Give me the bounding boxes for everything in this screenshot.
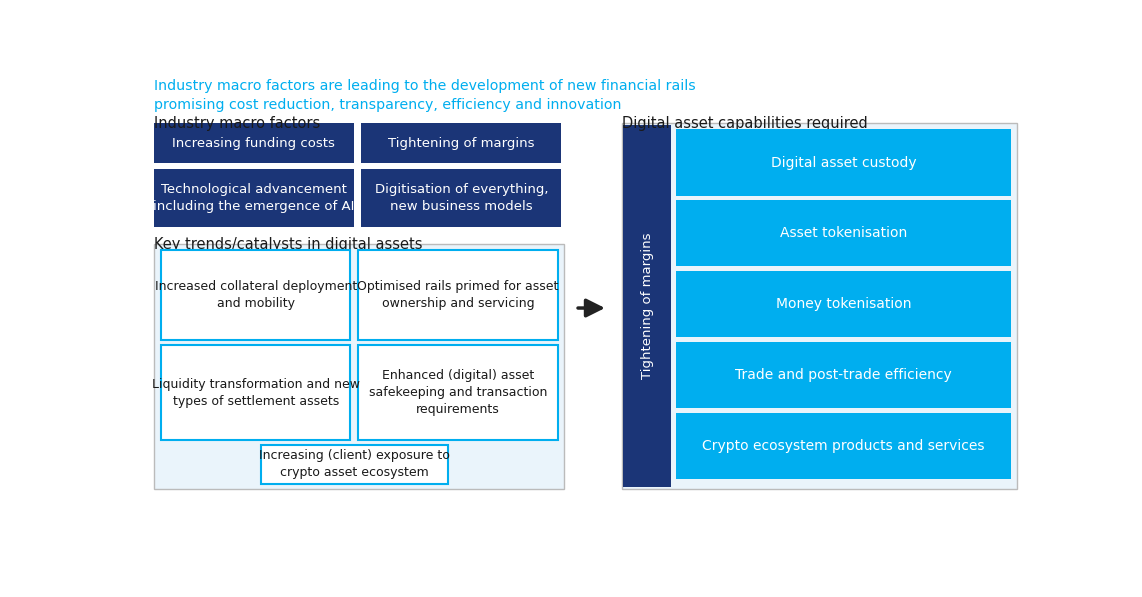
Text: Enhanced (digital) asset
safekeeping and transaction
requirements: Enhanced (digital) asset safekeeping and… bbox=[369, 369, 547, 416]
Text: Increased collateral deployment
and mobility: Increased collateral deployment and mobi… bbox=[155, 280, 357, 310]
Text: Digital asset custody: Digital asset custody bbox=[771, 155, 916, 170]
FancyBboxPatch shape bbox=[161, 345, 351, 441]
FancyBboxPatch shape bbox=[260, 445, 448, 484]
FancyBboxPatch shape bbox=[359, 250, 558, 340]
Text: Optimised rails primed for asset
ownership and servicing: Optimised rails primed for asset ownersh… bbox=[357, 280, 558, 310]
FancyBboxPatch shape bbox=[361, 123, 561, 163]
Text: Tightening of margins: Tightening of margins bbox=[388, 137, 534, 150]
FancyBboxPatch shape bbox=[624, 125, 671, 487]
Text: Increasing (client) exposure to
crypto asset ecosystem: Increasing (client) exposure to crypto a… bbox=[259, 450, 450, 479]
FancyArrowPatch shape bbox=[578, 300, 601, 316]
FancyBboxPatch shape bbox=[676, 413, 1011, 479]
Text: Industry macro factors: Industry macro factors bbox=[154, 116, 320, 131]
Text: Tightening of margins: Tightening of margins bbox=[641, 233, 653, 379]
Text: Crypto ecosystem products and services: Crypto ecosystem products and services bbox=[702, 439, 984, 453]
Text: Technological advancement
including the emergence of AI: Technological advancement including the … bbox=[153, 183, 354, 213]
Text: Industry macro factors are leading to the development of new financial rails
pro: Industry macro factors are leading to th… bbox=[154, 79, 695, 112]
FancyBboxPatch shape bbox=[676, 130, 1011, 196]
FancyBboxPatch shape bbox=[154, 169, 354, 227]
FancyBboxPatch shape bbox=[361, 169, 561, 227]
FancyBboxPatch shape bbox=[676, 342, 1011, 408]
Text: Trade and post-trade efficiency: Trade and post-trade efficiency bbox=[735, 368, 951, 382]
Text: Increasing funding costs: Increasing funding costs bbox=[172, 137, 335, 150]
Text: Asset tokenisation: Asset tokenisation bbox=[780, 226, 907, 241]
Text: Key trends/catalysts in digital assets: Key trends/catalysts in digital assets bbox=[154, 237, 423, 252]
FancyBboxPatch shape bbox=[676, 200, 1011, 266]
Text: Digital asset capabilities required: Digital asset capabilities required bbox=[621, 116, 868, 131]
Text: Liquidity transformation and new
types of settlement assets: Liquidity transformation and new types o… bbox=[152, 378, 360, 408]
FancyBboxPatch shape bbox=[154, 244, 564, 489]
FancyBboxPatch shape bbox=[161, 250, 351, 340]
Text: Digitisation of everything,
new business models: Digitisation of everything, new business… bbox=[375, 183, 548, 213]
FancyBboxPatch shape bbox=[359, 345, 558, 441]
FancyBboxPatch shape bbox=[676, 271, 1011, 337]
Text: Money tokenisation: Money tokenisation bbox=[775, 297, 911, 311]
FancyBboxPatch shape bbox=[154, 123, 354, 163]
FancyBboxPatch shape bbox=[621, 123, 1016, 489]
